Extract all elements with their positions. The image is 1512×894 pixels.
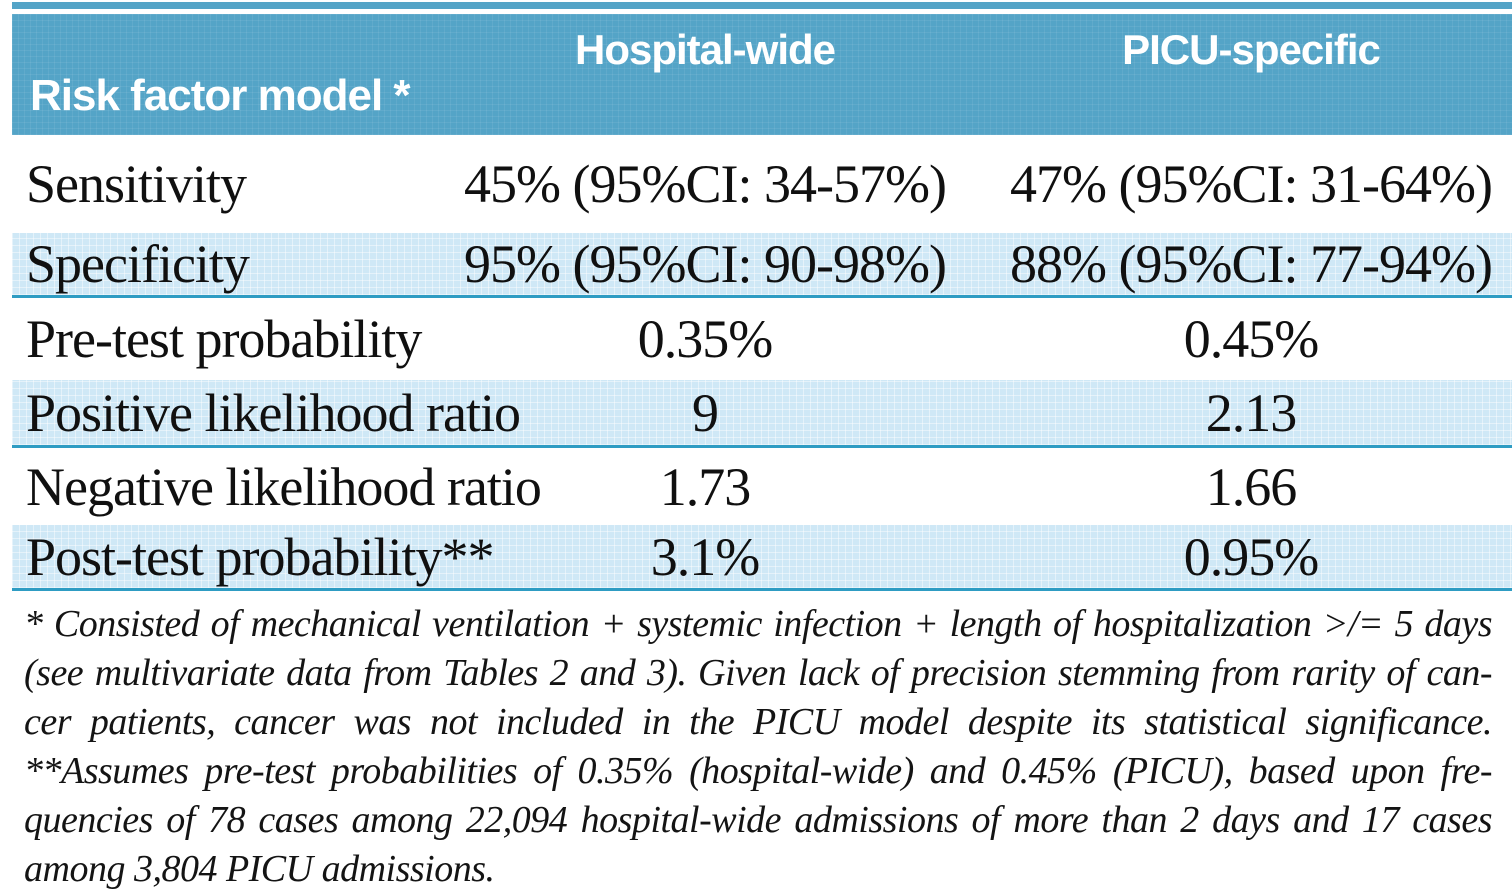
row-label: Pre-test probability [26, 309, 422, 369]
column-header-picu-specific: PICU-specific [1122, 26, 1381, 73]
row-label: Positive likelihood ratio [26, 382, 521, 443]
table-header-row: Risk factor model * Hospital-wide PICU-s… [12, 14, 1512, 135]
footnote-line: **Assumes pre-test probabilities of 0.35… [24, 750, 1493, 792]
table-row-sensitivity: Sensitivity 45% (95%CI: 34-57%) 47% (95%… [12, 135, 1512, 233]
footnote-line: quencies of 78 cases among 22,094 hospit… [24, 799, 1493, 841]
hospital-wide-value: 3.1% [650, 526, 760, 587]
column-header-hospital-wide: Hospital-wide [574, 26, 836, 73]
table-row-post-test-probability: Post-test probability** 3.1% 0.95% [12, 525, 1512, 591]
row-label: Post-test probability** [26, 526, 494, 587]
row-label: Specificity [26, 234, 250, 294]
hospital-wide-value: 1.73 [659, 456, 752, 517]
footnote-line: among 3,804 PICU admissions. [24, 848, 495, 890]
table-row-pre-test-probability: Pre-test probability 0.35% 0.45% [12, 298, 1512, 380]
row-label: Negative likelihood ratio [26, 456, 542, 517]
hospital-wide-value: 95% (95%CI: 90-98%) [464, 234, 947, 294]
table-row-positive-likelihood-ratio: Positive likelihood ratio 9 2.13 [12, 380, 1512, 448]
picu-specific-value: 88% (95%CI: 77-94%) [1010, 234, 1493, 294]
footnote-line: cer patients, cancer was not included in… [24, 701, 1493, 743]
footnote-line: (see multivariate data from Tables 2 and… [24, 652, 1493, 694]
table-footnote: * Consisted of mechanical ventilation + … [24, 600, 1493, 894]
footnote-line: * Consisted of mechanical ventilation + … [24, 603, 1493, 645]
table-row-negative-likelihood-ratio: Negative likelihood ratio 1.73 1.66 [12, 448, 1512, 525]
table-row-specificity: Specificity 95% (95%CI: 90-98%) 88% (95%… [12, 233, 1512, 298]
hospital-wide-value: 45% (95%CI: 34-57%) [464, 154, 947, 214]
hospital-wide-value: 9 [692, 382, 719, 443]
hospital-wide-value: 0.35% [637, 309, 773, 369]
picu-specific-value: 1.66 [1205, 456, 1298, 517]
picu-specific-value: 0.95% [1183, 526, 1319, 587]
row-label: Sensitivity [26, 154, 247, 214]
picu-specific-value: 0.45% [1183, 309, 1319, 369]
picu-specific-value: 47% (95%CI: 31-64%) [1010, 154, 1493, 214]
risk-factor-table: Risk factor model * Hospital-wide PICU-s… [12, 14, 1512, 591]
table-top-rule [12, 2, 1512, 9]
picu-specific-value: 2.13 [1205, 382, 1298, 443]
corner-header-risk-factor-model: Risk factor model * [30, 71, 411, 120]
